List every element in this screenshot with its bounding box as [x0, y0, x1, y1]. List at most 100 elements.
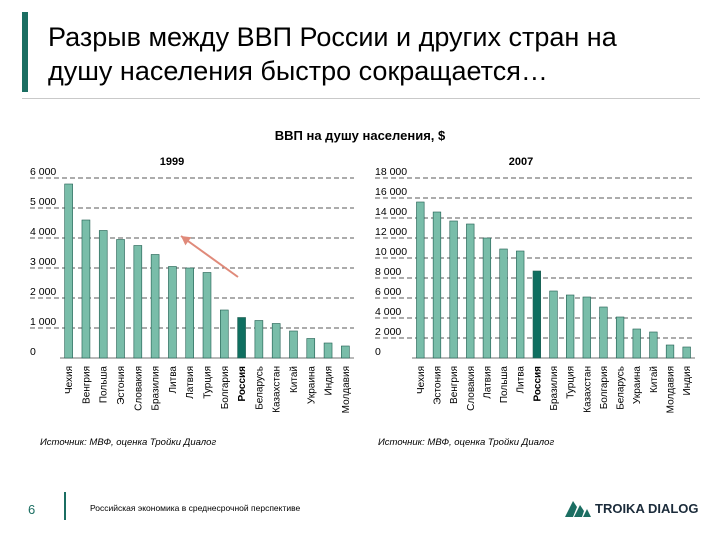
bar-0-14 — [306, 338, 316, 359]
bar-1-16 — [682, 346, 691, 359]
x-tick-label: Латвия — [482, 366, 493, 399]
y-tick-label: 2 000 — [30, 286, 56, 298]
x-tick-label: Польша — [99, 366, 110, 404]
bar-1-4 — [482, 237, 492, 359]
bar-1-5 — [499, 248, 508, 359]
bar-1-2 — [449, 220, 458, 359]
bar-1-9 — [566, 294, 575, 359]
footer-divider — [64, 492, 66, 520]
x-tick-label: Украина — [632, 366, 643, 405]
y-tick-label: 10 000 — [375, 246, 407, 258]
bar-0-4 — [133, 245, 143, 359]
bar-0-1 — [81, 219, 91, 359]
bar-1-7 — [532, 270, 541, 359]
x-tick-label: Словакия — [133, 366, 144, 411]
x-tick-label: Болгария — [599, 366, 610, 409]
y-tick-label: 8 000 — [375, 266, 401, 278]
x-tick-label: Литва — [168, 366, 179, 394]
x-tick-label: Чехия — [416, 366, 427, 394]
bar-1-11 — [599, 306, 608, 359]
troika-dialog-logo: TROIKA DIALOG — [563, 493, 703, 521]
x-tick-label: Латвия — [185, 366, 196, 399]
bar-1-3 — [466, 223, 475, 359]
footer-text: Российская экономика в среднесрочной пер… — [90, 503, 301, 513]
bar-0-11 — [254, 320, 264, 359]
x-tick-label: Россия — [237, 366, 248, 402]
y-tick-label: 5 000 — [30, 196, 56, 208]
trend-arrow-head — [181, 236, 192, 246]
x-tick-label: Литва — [516, 366, 527, 394]
x-tick-label: Эстония — [432, 366, 443, 405]
bar-1-8 — [549, 290, 558, 359]
x-tick-label: Бразилия — [549, 366, 560, 411]
y-tick-label: 16 000 — [375, 186, 407, 198]
x-tick-label: Украина — [306, 366, 317, 405]
x-tick-label: Казахстан — [272, 366, 283, 413]
title-divider — [22, 98, 700, 99]
y-tick-label: 12 000 — [375, 226, 407, 238]
x-tick-label: Китай — [649, 366, 660, 393]
bar-0-0 — [64, 183, 73, 359]
x-tick-label: Беларусь — [616, 366, 627, 410]
bar-1-14 — [649, 331, 658, 359]
y-tick-label: 0 — [30, 346, 36, 358]
logo-wordmark: TROIKA DIALOG — [595, 501, 699, 516]
x-tick-label: Венгрия — [81, 366, 92, 404]
source-note-2007: Источник: МВФ, оценка Тройки Диалог — [378, 437, 555, 448]
y-tick-label: 3 000 — [30, 256, 56, 268]
y-tick-label: 14 000 — [375, 206, 407, 218]
bar-0-10 — [237, 317, 246, 359]
x-tick-label: Болгария — [220, 366, 231, 409]
y-tick-label: 18 000 — [375, 166, 407, 178]
bar-1-10 — [582, 296, 591, 359]
bar-1-13 — [632, 328, 641, 359]
source-note-1999: Источник: МВФ, оценка Тройки Диалог — [40, 437, 217, 448]
bar-1-6 — [516, 250, 525, 359]
x-tick-label: Молдавия — [666, 366, 677, 413]
x-tick-label: Молдавия — [341, 366, 352, 413]
logo-mark-icon — [565, 501, 591, 517]
y-tick-label: 4 000 — [375, 306, 401, 318]
y-tick-label: 1 000 — [30, 316, 56, 328]
chart-title: 2007 — [509, 156, 533, 168]
x-tick-label: Беларусь — [254, 366, 265, 410]
slide-title: Разрыв между ВВП России и других стран н… — [48, 22, 617, 86]
bar-0-3 — [116, 239, 125, 359]
y-tick-label: 2 000 — [375, 326, 401, 338]
bar-1-15 — [665, 344, 675, 359]
chart-title: 1999 — [160, 156, 184, 168]
y-tick-label: 6 000 — [375, 286, 401, 298]
bar-0-9 — [220, 309, 229, 359]
y-tick-label: 0 — [375, 346, 381, 358]
page-number: 6 — [28, 502, 36, 517]
bar-0-2 — [98, 230, 108, 359]
trend-arrow-line — [180, 235, 239, 278]
bar-1-12 — [615, 316, 625, 359]
bar-0-13 — [289, 330, 298, 359]
x-tick-label: Индия — [682, 366, 693, 396]
title-accent-bar — [22, 12, 28, 92]
bar-0-7 — [185, 267, 194, 359]
x-tick-label: Турция — [566, 366, 577, 399]
y-tick-label: 6 000 — [30, 166, 56, 178]
x-tick-label: Венгрия — [449, 366, 460, 404]
bar-0-8 — [202, 272, 212, 359]
x-tick-label: Чехия — [64, 366, 75, 394]
x-tick-label: Казахстан — [582, 366, 593, 413]
bar-0-12 — [271, 323, 281, 359]
x-tick-label: Польша — [499, 366, 510, 404]
bar-0-16 — [341, 345, 350, 359]
chart-main-title: ВВП на душу населения, $ — [274, 128, 446, 143]
y-tick-label: 4 000 — [30, 226, 56, 238]
bar-0-15 — [323, 342, 333, 359]
x-tick-label: Бразилия — [151, 366, 162, 411]
x-tick-label: Россия — [532, 366, 543, 402]
x-tick-label: Эстония — [116, 366, 127, 405]
x-tick-label: Турция — [203, 366, 214, 399]
x-tick-label: Индия — [324, 366, 335, 396]
bar-1-1 — [432, 211, 442, 359]
x-tick-label: Китай — [289, 366, 300, 393]
x-tick-label: Словакия — [466, 366, 477, 411]
bar-1-0 — [416, 201, 425, 359]
